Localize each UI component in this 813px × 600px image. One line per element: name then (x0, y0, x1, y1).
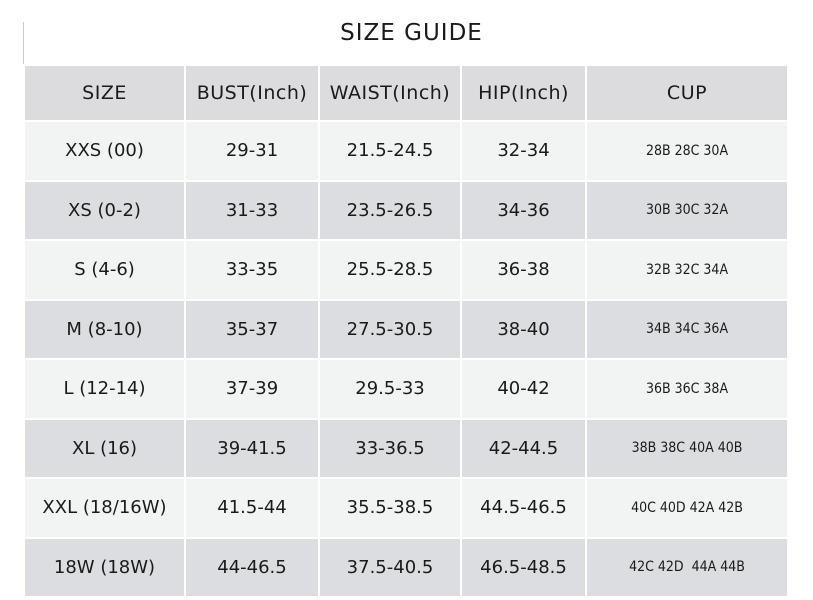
table-cell: 33-36.5 (320, 419, 460, 477)
header-cell: CUP (587, 66, 787, 120)
table-cell: 35.5-38.5 (320, 479, 460, 537)
table-cell: S (4-6) (25, 241, 184, 299)
table-cell: 40C 40D 42A 42B (587, 479, 787, 537)
table-cell: XL (16) (25, 419, 184, 477)
table-row: M (8-10) 35-37 27.5-30.5 38-40 34B 34C 36A (25, 300, 787, 358)
table-body: XXS (00) 29-31 21.5-24.5 32-34 28B 28C 30A XS… (25, 122, 787, 596)
table-cell: 21.5-24.5 (320, 122, 460, 180)
table-cell: 30B 30C 32A (587, 181, 787, 239)
table-cell: 25.5-28.5 (320, 241, 460, 299)
title: SIZE GUIDE (340, 20, 483, 46)
table-cell: 27.5-30.5 (320, 300, 460, 358)
table-cell: 29.5-33 (320, 360, 460, 418)
header-cell: SIZE (25, 66, 184, 120)
table-cell: 31-33 (186, 181, 318, 239)
table-cell: 18W (18W) (25, 538, 184, 596)
table-row: XS (0-2) 31-33 23.5-26.5 34-36 30B 30C 32A (25, 181, 787, 239)
table-cell: 34-36 (462, 181, 585, 239)
table-cell: XXS (00) (25, 122, 184, 180)
table-cell: 37.5-40.5 (320, 538, 460, 596)
table-cell: 23.5-26.5 (320, 181, 460, 239)
table-cell: 44.5-46.5 (462, 479, 585, 537)
table-cell: XXL (18/16W) (25, 479, 184, 537)
table-cell: 28B 28C 30A (587, 122, 787, 180)
header-row: SIZE BUST(Inch) WAIST(Inch) HIP(Inch) CUP (25, 66, 787, 120)
table-row: XL (16) 39-41.5 33-36.5 42-44.5 38B 38C 40A … (25, 419, 787, 477)
table-row: XXL (18/16W) 41.5-44 35.5-38.5 44.5-46.5 40C… (25, 479, 787, 537)
table-cell: 46.5-48.5 (462, 538, 585, 596)
table-row: S (4-6) 33-35 25.5-28.5 36-38 32B 32C 34A (25, 241, 787, 299)
table-cell: L (12-14) (25, 360, 184, 418)
table-cell: 32-34 (462, 122, 585, 180)
size-table: SIZE BUST(Inch) WAIST(Inch) HIP(Inch) CUP XX… (23, 64, 789, 598)
table-cell: 37-39 (186, 360, 318, 418)
table-cell: 36B 36C 38A (587, 360, 787, 418)
table-cell: 38B 38C 40A 40B (587, 419, 787, 477)
table-cell: 41.5-44 (186, 479, 318, 537)
table-cell: 33-35 (186, 241, 318, 299)
header-cell: BUST(Inch) (186, 66, 318, 120)
table-cell: 44-46.5 (186, 538, 318, 596)
divider (23, 22, 24, 66)
table-cell: 35-37 (186, 300, 318, 358)
table-cell: XS (0-2) (25, 181, 184, 239)
header-cell: WAIST(Inch) (320, 66, 460, 120)
table-cell: 40-42 (462, 360, 585, 418)
header-cell: HIP(Inch) (462, 66, 585, 120)
table-row: XXS (00) 29-31 21.5-24.5 32-34 28B 28C 30A (25, 122, 787, 180)
table-cell: 34B 34C 36A (587, 300, 787, 358)
table-row: L (12-14) 37-39 29.5-33 40-42 36B 36C 38A (25, 360, 787, 418)
table-cell: 39-41.5 (186, 419, 318, 477)
table-cell: 42-44.5 (462, 419, 585, 477)
table-cell: 42C 42D 44A 44B (587, 538, 787, 596)
table-cell: 29-31 (186, 122, 318, 180)
table-cell: 36-38 (462, 241, 585, 299)
table-row: 18W (18W) 44-46.5 37.5-40.5 46.5-48.5 42C 42… (25, 538, 787, 596)
table-cell: 38-40 (462, 300, 585, 358)
table-cell: 32B 32C 34A (587, 241, 787, 299)
table-cell: M (8-10) (25, 300, 184, 358)
